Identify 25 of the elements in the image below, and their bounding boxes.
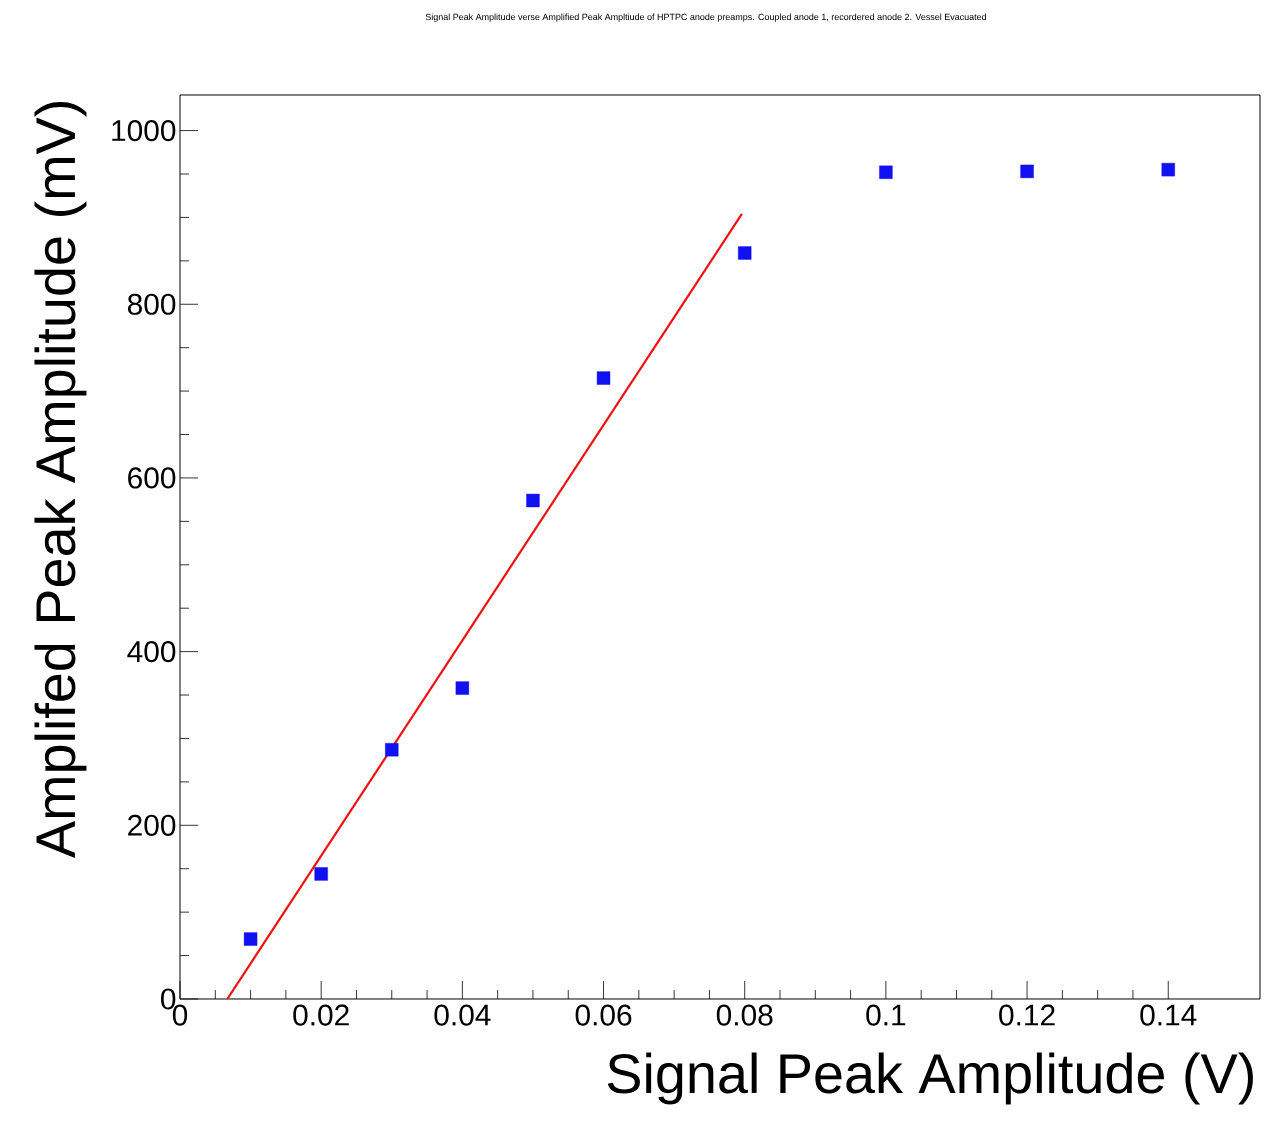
x-tick-label: 0.08 xyxy=(716,1004,773,1026)
x-tick-label: 0.1 xyxy=(866,1004,906,1026)
y-tick-label: 200 xyxy=(128,814,176,836)
x-tick-label: 0.06 xyxy=(575,1004,632,1026)
x-tick-label: 0.12 xyxy=(999,1004,1055,1026)
point xyxy=(314,867,328,881)
point xyxy=(526,493,540,508)
y-tick-label: 600 xyxy=(128,467,176,489)
point xyxy=(879,165,893,179)
y-axis-title: Amplifed Peak Amplitude (mV) xyxy=(34,102,87,859)
point xyxy=(596,371,611,385)
y-tick-label: 800 xyxy=(127,293,176,315)
y-tick-label: 400 xyxy=(127,641,176,663)
point xyxy=(1020,164,1034,179)
point xyxy=(385,743,399,757)
y-tick-label: 1000 xyxy=(112,120,176,142)
point xyxy=(243,932,258,946)
point xyxy=(455,681,470,695)
point xyxy=(1161,162,1175,177)
x-tick-label: 0.04 xyxy=(434,1004,491,1026)
point xyxy=(738,246,752,260)
chart-title: Signal Peak Amplitude verse Amplified Peak Ampltiude of HPTPC anode preamps. Coupled anode 1, recordered anode 2. Vessel Evacuated xyxy=(425,13,987,22)
x-tick-label: 0.14 xyxy=(1140,1004,1197,1026)
x-tick-label: 0.02 xyxy=(293,1004,349,1026)
x-axis-title: Signal Peak Amplitude (V) xyxy=(607,1052,1253,1105)
